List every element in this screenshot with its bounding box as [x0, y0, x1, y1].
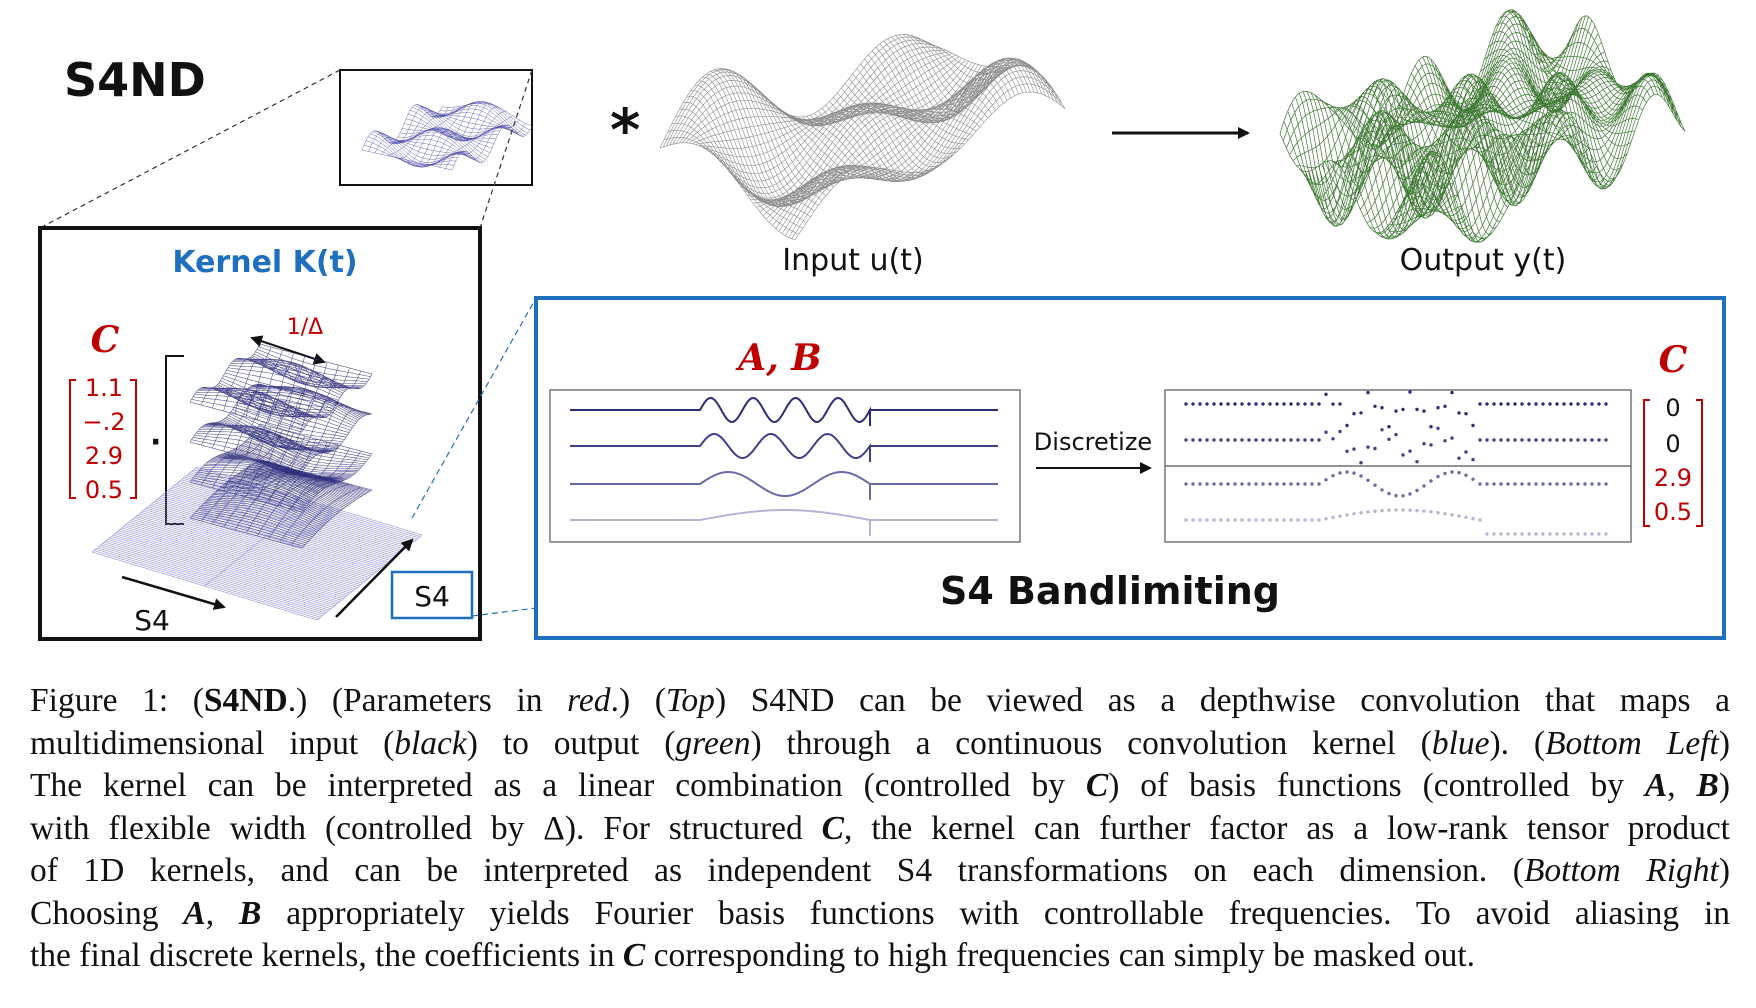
caption-italic: blue [1431, 724, 1490, 762]
c-right-value-1: 0 [1665, 430, 1680, 458]
c-left-value-0: 1.1 [85, 374, 123, 402]
s4-axis-label-1: S4 [134, 604, 170, 637]
c-right-bracket-close [1696, 399, 1703, 527]
caption-italic: Top [665, 682, 715, 719]
zoom-line-left [39, 69, 341, 229]
caption-text: of 1D kernels, and can be interpreted as… [30, 852, 1524, 889]
caption-text: .) (Parameters in [287, 682, 568, 719]
caption-text: corresponding to high frequencies can si… [645, 937, 1476, 974]
caption-italic: red [567, 682, 611, 719]
caption-text: ) [1718, 852, 1730, 889]
caption-text: Figure 1: ( [30, 682, 204, 719]
kernel-box [38, 226, 482, 641]
convolution-symbol: * [610, 96, 640, 164]
s4-axis-arrow-2 [335, 538, 414, 618]
caption-text: ) to output ( [466, 724, 676, 762]
caption-italic: black [394, 724, 467, 762]
caption-text: ) through a continuous convolution kerne… [750, 724, 1432, 762]
output-surface [1279, 9, 1686, 243]
discretize-label: Discretize [1034, 428, 1152, 456]
input-surface [659, 34, 1066, 241]
caption-text: , [1667, 767, 1697, 804]
caption-bold: S4ND [203, 682, 288, 719]
kernel-title: Kernel K(t) [172, 245, 357, 280]
caption-text: ) [1718, 724, 1731, 762]
caption-text: appropriately yields Fourier basis funct… [261, 894, 1731, 932]
caption-line-5: of 1D kernels, and can be interpreted as… [30, 850, 1730, 893]
caption-line-3: The kernel can be interpreted as a linea… [30, 765, 1730, 808]
caption-text: , the kernel can further factor as a low… [844, 809, 1730, 847]
continuous-basis-box [549, 389, 1021, 543]
figure-diagram: S4ND * Input u(t) Output y(t) Kernel K(t… [38, 9, 1726, 641]
caption-math: B [238, 894, 262, 932]
caption-line-6: Choosing A, B appropriately yields Fouri… [30, 893, 1730, 936]
caption-text: ) of basis functions (controlled by [1108, 767, 1645, 804]
c-left-value-1: −.2 [82, 408, 125, 436]
delta-label: 1/Δ [287, 315, 323, 340]
caption-line-7: the final discrete kernels, the coeffici… [30, 935, 1730, 978]
caption-text: Choosing [30, 894, 184, 932]
caption-text: ) [1718, 767, 1731, 804]
caption-text: ). ( [1489, 724, 1546, 762]
c-right-value-3: 0.5 [1654, 498, 1692, 526]
input-label: Input u(t) [782, 243, 923, 278]
caption-italic: Bottom Right [1523, 852, 1719, 889]
caption-math: C [821, 809, 845, 847]
ab-label: A, B [735, 337, 821, 379]
caption-italic: green [675, 724, 751, 762]
caption-math: A [1644, 767, 1668, 804]
caption-math: C [622, 937, 646, 974]
caption-text: multidimensional input ( [30, 724, 395, 762]
caption-math: C [1085, 767, 1109, 804]
caption-text: the final discrete kernels, the coeffici… [30, 937, 623, 974]
c-label-left: C [91, 319, 120, 361]
figure-title: S4ND [64, 53, 206, 107]
zoom-line-right [479, 69, 533, 229]
caption-text: , [205, 894, 239, 932]
kernel-basis-surfaces [189, 343, 373, 549]
bandlimit-title: S4 Bandlimiting [940, 569, 1280, 613]
caption-text: The kernel can be interpreted as a linea… [30, 767, 1086, 804]
dot-product-symbol: · [150, 425, 161, 460]
zoom-line-blue-bottom [471, 607, 537, 617]
s4-axis-arrow-1 [121, 575, 226, 610]
c-left-bracket-close [130, 379, 137, 499]
c-left-value-2: 2.9 [85, 442, 123, 470]
caption-line-2: multidimensional input (black) to output… [30, 723, 1730, 766]
caption-line-4: with flexible width (controlled by Δ). F… [30, 808, 1730, 851]
zoom-line-blue-top [411, 297, 537, 519]
figure-caption: Figure 1: (S4ND.) (Parameters in red.) (… [30, 680, 1730, 978]
basis-group-bracket [165, 355, 184, 525]
c-left-bracket-open [69, 379, 76, 499]
c-left-value-3: 0.5 [85, 476, 123, 504]
caption-text: .) ( [610, 682, 666, 719]
caption-math: A [183, 894, 206, 932]
s4-box [390, 570, 474, 620]
c-right-bracket-open [1643, 399, 1650, 527]
caption-text: with flexible width (controlled by Δ). F… [30, 809, 822, 847]
kernel-thumbnail-surface [361, 101, 533, 171]
output-label: Output y(t) [1400, 243, 1567, 278]
caption-italic: Bottom Left [1545, 724, 1719, 762]
caption-line-1: Figure 1: (S4ND.) (Parameters in red.) (… [30, 680, 1730, 723]
caption-text: ) S4ND can be viewed as a depthwise conv… [714, 682, 1730, 719]
discrete-basis-dots [1184, 390, 1608, 536]
continuous-basis-curves [570, 396, 998, 536]
c-right-value-2: 2.9 [1654, 464, 1692, 492]
c-right-value-0: 0 [1665, 394, 1680, 422]
caption-math: B [1696, 767, 1719, 804]
c-label-right: C [1659, 339, 1688, 381]
s4-axis-label-2: S4 [414, 580, 450, 613]
